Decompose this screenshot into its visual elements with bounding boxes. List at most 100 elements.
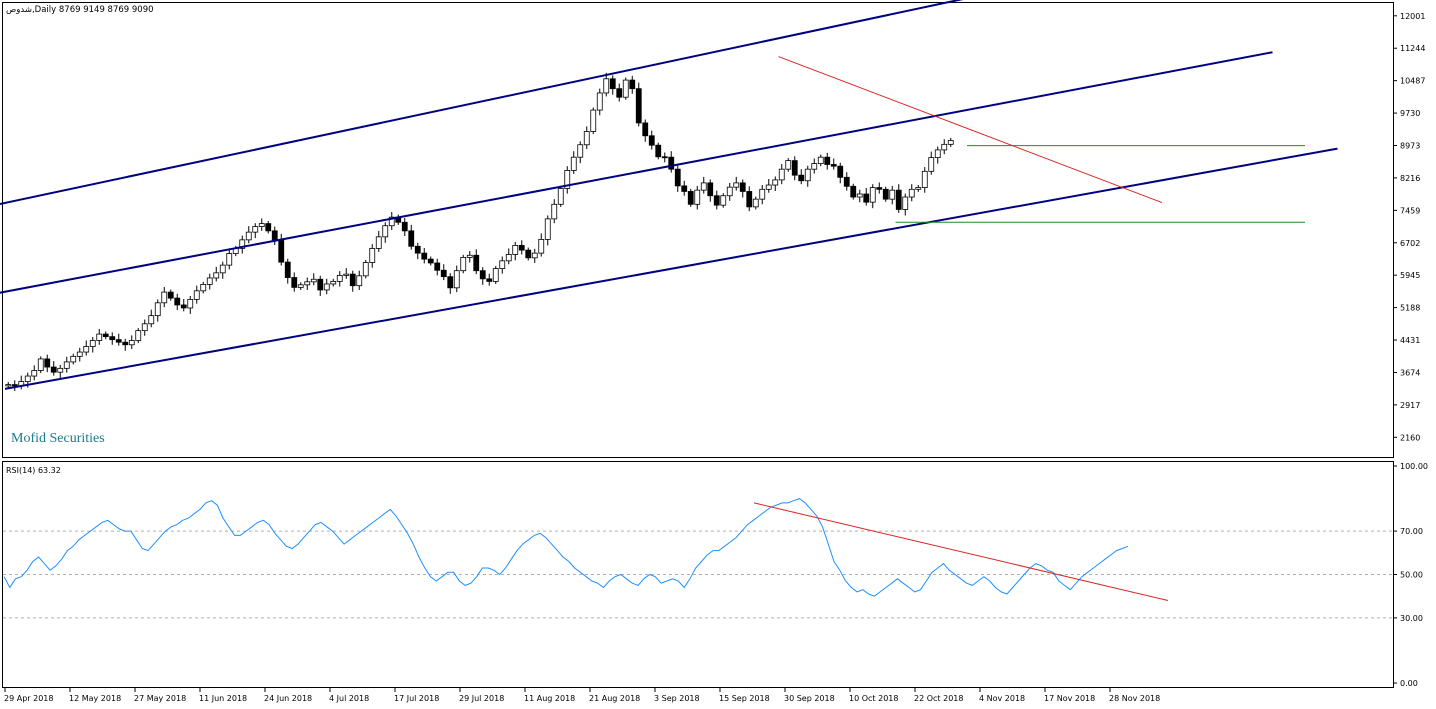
- candle: [759, 185, 766, 205]
- candle: [206, 273, 213, 290]
- candle: [499, 256, 506, 274]
- candle: [115, 333, 122, 346]
- candle: [11, 380, 18, 392]
- candle: [726, 182, 733, 201]
- candle: [291, 272, 298, 292]
- candle: [453, 265, 460, 293]
- candle: [804, 165, 811, 187]
- candle-body-bull: [5, 384, 12, 387]
- candle: [850, 183, 857, 200]
- candle-body-bull: [915, 187, 922, 190]
- candle: [466, 250, 473, 263]
- candle-body-bull: [258, 223, 265, 227]
- candle: [239, 235, 246, 254]
- candle: [421, 247, 428, 264]
- candle-body-bear: [180, 304, 187, 309]
- candle-body-bull: [811, 163, 818, 170]
- candle: [375, 230, 382, 252]
- candle-body-bull: [304, 281, 311, 286]
- time-tick-label: 3 Sep 2018: [654, 694, 700, 703]
- candle-body-bull: [382, 225, 389, 238]
- candle-body-bear: [850, 185, 857, 198]
- candle-body-bear: [609, 78, 616, 90]
- candle: [89, 337, 96, 353]
- candle-body-bull: [330, 280, 337, 285]
- candle-body-bull: [596, 92, 603, 111]
- price-axis: 12001 11244 10487 9730 8973 8216 7459 6702 5945 5…: [1393, 12, 1425, 442]
- candle-body-bear: [291, 277, 298, 288]
- candle: [486, 273, 493, 286]
- candle-body-bull: [31, 370, 38, 377]
- rsi-trendline: [753, 502, 1169, 602]
- candle: [811, 158, 818, 174]
- candle-body-bull: [70, 355, 77, 363]
- candle-body-bull: [785, 160, 792, 170]
- candle-body-bear: [830, 164, 837, 167]
- candle: [447, 273, 454, 294]
- candle-body-bear: [408, 230, 415, 247]
- candle: [382, 222, 389, 243]
- candle-body-bear: [525, 249, 532, 259]
- rsi-tick-label: 70.00: [1400, 527, 1423, 536]
- candle: [83, 340, 90, 356]
- candle: [180, 298, 187, 312]
- candle: [739, 179, 746, 198]
- candle-body-bear: [447, 276, 454, 289]
- candle: [492, 265, 499, 284]
- candle: [635, 82, 642, 127]
- time-tick-label: 4 Nov 2018: [979, 694, 1025, 703]
- candle-body-bull: [720, 195, 727, 206]
- candle: [401, 218, 408, 236]
- candle-body-bear: [798, 174, 805, 182]
- candle: [362, 259, 369, 279]
- candle-body-bear: [668, 156, 675, 170]
- candle-body-bull: [772, 179, 779, 186]
- candle-body-bear: [681, 185, 688, 192]
- time-tick-label: 28 Nov 2018: [1109, 694, 1160, 703]
- candle-body-bull: [908, 188, 915, 198]
- candle: [570, 151, 577, 174]
- candle-body-bull: [466, 254, 473, 258]
- candle: [941, 139, 948, 155]
- candle: [44, 354, 51, 373]
- candle: [817, 154, 824, 167]
- candle: [889, 185, 896, 205]
- candle-body-bear: [427, 258, 434, 264]
- candle-body-bear: [486, 278, 493, 282]
- candle-body-bull: [362, 262, 369, 277]
- candle: [460, 254, 467, 274]
- candle-body-bull: [148, 315, 155, 325]
- candle: [161, 286, 168, 308]
- candle-body-bull: [141, 323, 148, 332]
- price-tick-label: 8973: [1400, 141, 1420, 150]
- candle: [317, 275, 324, 296]
- candle: [837, 162, 844, 184]
- candle-body-bear: [349, 273, 356, 287]
- price-tick-label: 3674: [1400, 368, 1420, 377]
- candle: [538, 233, 545, 257]
- time-tick-label: 4 Jul 2018: [329, 694, 369, 703]
- candle: [37, 356, 44, 374]
- candle-body-bull: [356, 275, 363, 287]
- candle-body-bear: [479, 270, 486, 280]
- candle: [856, 189, 863, 203]
- candle: [512, 241, 519, 261]
- overlay-layer: [0, 0, 1338, 390]
- candle-body-bull: [193, 290, 200, 300]
- candle-body-bear: [473, 254, 480, 272]
- candle: [733, 176, 740, 191]
- candle: [70, 353, 77, 365]
- candle: [824, 152, 831, 170]
- candle: [785, 158, 792, 172]
- candle: [369, 244, 376, 268]
- candle-body-bull: [544, 218, 551, 240]
- candle: [843, 172, 850, 191]
- channel-line: [0, 51, 1273, 294]
- candle-body-bull: [24, 375, 31, 383]
- rsi-tick-label: 30.00: [1400, 614, 1423, 623]
- candle: [434, 258, 441, 276]
- rsi-tick-label: 50.00: [1400, 571, 1423, 580]
- candle: [908, 184, 915, 202]
- candle-body-bear: [518, 245, 525, 251]
- candle: [564, 166, 571, 194]
